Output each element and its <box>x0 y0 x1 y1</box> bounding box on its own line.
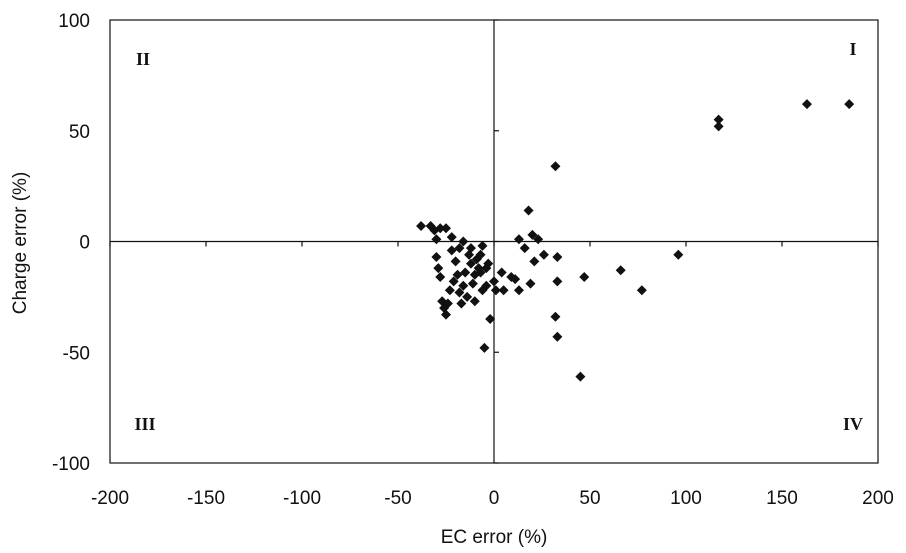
data-point <box>416 220 427 231</box>
y-tick-label: -100 <box>52 454 90 475</box>
x-tick-label: 200 <box>862 488 894 509</box>
data-point <box>527 229 538 240</box>
x-tick-label: -150 <box>187 488 225 509</box>
data-point <box>477 285 488 296</box>
data-point <box>471 254 482 265</box>
data-points <box>416 99 855 382</box>
data-point <box>673 249 684 260</box>
data-point <box>713 114 724 125</box>
data-point <box>458 236 469 247</box>
data-point <box>479 342 490 353</box>
data-point <box>467 278 478 289</box>
axis-ticks <box>109 19 879 464</box>
x-tick-label: -200 <box>91 488 129 509</box>
data-point <box>552 276 563 287</box>
data-point <box>469 296 480 307</box>
y-tick-label: 50 <box>69 122 90 143</box>
data-point <box>481 263 492 274</box>
quadrant-label-ii: II <box>136 49 150 69</box>
data-point <box>498 285 509 296</box>
data-point <box>475 267 486 278</box>
x-tick-label: 150 <box>766 488 798 509</box>
data-point <box>446 245 457 256</box>
data-point <box>456 298 467 309</box>
data-point <box>454 287 465 298</box>
data-point <box>435 223 446 234</box>
data-point <box>446 232 457 243</box>
data-point <box>437 296 448 307</box>
x-tick-labels: -200 -150 -100 -50 0 50 100 150 200 <box>91 488 894 509</box>
data-point <box>458 280 469 291</box>
data-point <box>575 371 586 382</box>
y-tick-label: 100 <box>58 11 90 32</box>
data-point <box>462 291 473 302</box>
y-tick-label: 0 <box>79 233 90 254</box>
data-point <box>450 256 461 267</box>
data-point <box>513 234 524 245</box>
y-tick-label: -50 <box>63 343 90 364</box>
data-point <box>550 161 561 172</box>
data-point <box>615 265 626 276</box>
data-point <box>465 258 476 269</box>
data-point <box>713 121 724 132</box>
data-point <box>496 267 507 278</box>
data-point <box>485 314 496 325</box>
data-point <box>519 243 530 254</box>
data-point <box>477 240 488 251</box>
data-point <box>506 271 517 282</box>
data-point <box>444 285 455 296</box>
data-point <box>844 99 855 110</box>
data-point <box>550 311 561 322</box>
data-point <box>465 243 476 254</box>
x-axis-title: EC error (%) <box>441 527 548 548</box>
data-point <box>552 252 563 263</box>
data-point <box>460 267 471 278</box>
data-point <box>441 223 451 234</box>
data-point <box>435 271 446 282</box>
data-point <box>801 99 812 110</box>
data-point <box>475 249 486 260</box>
data-point <box>513 285 524 296</box>
y-axis-title: Charge error (%) <box>10 172 31 315</box>
data-point <box>525 278 536 289</box>
x-tick-label: -100 <box>283 488 321 509</box>
data-point <box>433 263 444 274</box>
data-point <box>431 234 442 245</box>
data-point <box>538 249 549 260</box>
data-point <box>579 271 590 282</box>
quadrant-label-iv: IV <box>843 414 863 434</box>
data-point <box>523 205 534 216</box>
x-tick-label: 50 <box>579 488 600 509</box>
x-tick-label: 0 <box>489 488 500 509</box>
data-point <box>529 256 540 267</box>
data-point <box>448 276 459 287</box>
data-point <box>425 220 436 231</box>
data-point <box>490 285 501 296</box>
data-point <box>636 285 647 296</box>
y-tick-labels: 100 50 0 -50 -100 <box>52 11 90 475</box>
x-tick-label: 100 <box>670 488 702 509</box>
quadrant-label-i: I <box>849 39 856 59</box>
x-tick-label: -50 <box>384 488 411 509</box>
data-point <box>533 234 544 245</box>
data-point <box>552 331 563 342</box>
data-point <box>431 252 442 263</box>
data-point <box>489 276 499 287</box>
quadrant-label-iii: III <box>134 414 155 434</box>
data-point <box>452 269 463 280</box>
data-point <box>454 243 465 254</box>
